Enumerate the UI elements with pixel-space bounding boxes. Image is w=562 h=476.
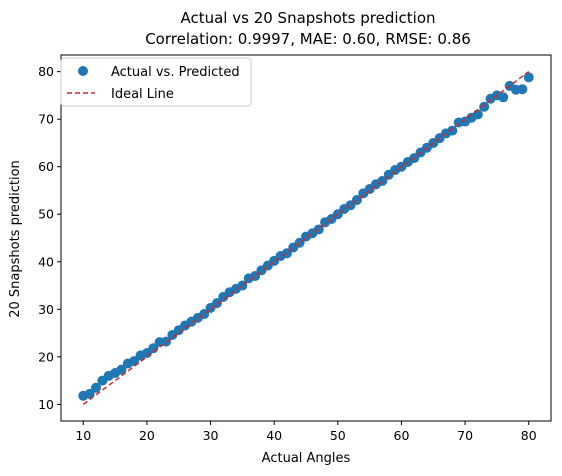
scatter-point — [91, 382, 101, 393]
chart-title: Actual vs 20 Snapshots prediction — [180, 9, 435, 27]
x-tick-label: 10 — [75, 428, 91, 443]
x-tick-label: 20 — [139, 428, 155, 443]
legend-label-scatter: Actual vs. Predicted — [111, 65, 240, 80]
scatter-point — [409, 153, 420, 164]
legend-box — [60, 57, 252, 107]
x-tick-label: 70 — [457, 428, 473, 443]
scatter-point — [517, 84, 528, 95]
y-axis-label: 20 Snapshots prediction — [8, 160, 23, 318]
ideal-line — [82, 71, 530, 405]
y-tick-label: 30 — [38, 302, 54, 317]
scatter-point — [84, 388, 95, 399]
y-tick-label: 20 — [38, 349, 54, 364]
plot-area — [78, 71, 534, 405]
y-tick-label: 60 — [38, 159, 54, 174]
legend-label-ideal: Ideal Line — [111, 87, 174, 102]
x-axis-ticks: 10 20 30 40 50 60 70 80 — [75, 421, 537, 443]
scatter-point — [479, 101, 490, 112]
legend-scatter-marker — [78, 66, 88, 76]
scatter-point — [116, 364, 127, 375]
scatter-point — [498, 92, 509, 103]
y-tick-label: 70 — [38, 112, 54, 127]
y-tick-label: 80 — [38, 64, 54, 79]
x-tick-label: 80 — [521, 428, 537, 443]
scatter-point — [523, 72, 534, 83]
scatter-point — [447, 125, 458, 136]
plot-frame — [60, 54, 552, 422]
chart-subtitle: Correlation: 0.9997, MAE: 0.60, RMSE: 0.… — [145, 30, 471, 48]
y-axis-ticks: 10 20 30 40 50 60 70 80 — [38, 64, 61, 412]
x-tick-label: 60 — [394, 428, 410, 443]
x-tick-label: 50 — [330, 428, 346, 443]
y-tick-label: 50 — [38, 207, 54, 222]
scatter-point — [472, 109, 483, 120]
y-tick-label: 10 — [38, 397, 54, 412]
x-tick-label: 40 — [266, 428, 282, 443]
legend: Actual vs. Predicted Ideal Line — [60, 57, 252, 107]
x-axis-label: Actual Angles — [262, 451, 351, 466]
x-tick-label: 30 — [203, 428, 219, 443]
y-tick-label: 40 — [38, 254, 54, 269]
